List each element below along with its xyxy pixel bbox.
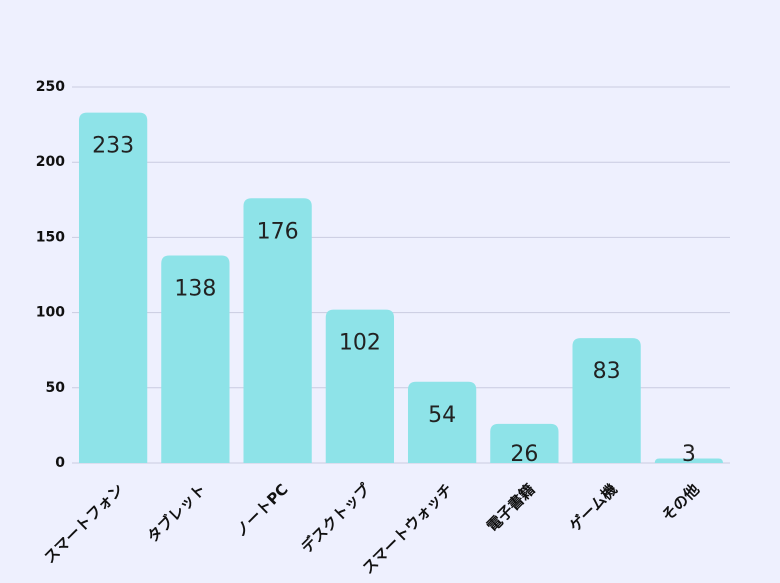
bar xyxy=(407,381,477,463)
value-label: 102 xyxy=(339,331,381,356)
value-label: 26 xyxy=(510,442,538,467)
value-label: 3 xyxy=(682,442,696,467)
x-tick-label: ゲーム機 xyxy=(566,480,621,535)
value-label: 83 xyxy=(593,359,621,384)
value-label: 176 xyxy=(257,219,299,244)
bar xyxy=(161,255,230,463)
x-tick-label: デスクトップ xyxy=(298,480,375,557)
y-tick-label: 100 xyxy=(36,305,65,321)
y-tick-label: 50 xyxy=(46,380,66,396)
bar xyxy=(572,338,641,463)
value-label: 54 xyxy=(428,403,456,428)
bar xyxy=(654,458,724,463)
x-tick-label: 電子書籍 xyxy=(483,480,538,535)
bar xyxy=(325,309,395,463)
y-tick-label: 200 xyxy=(36,154,65,170)
bar xyxy=(78,112,148,464)
x-tick-label: スマートフォン xyxy=(40,480,127,567)
bar xyxy=(243,198,312,463)
x-tick-label: タブレット xyxy=(144,480,210,546)
y-tick-label: 250 xyxy=(36,79,65,95)
y-tick-label: 0 xyxy=(55,455,65,471)
x-tick-label: スマートウォッチ xyxy=(359,480,456,577)
y-tick-label: 150 xyxy=(36,229,65,245)
x-tick-label: ノートPC xyxy=(232,480,292,540)
x-tick-label: その他 xyxy=(658,480,703,525)
value-label: 233 xyxy=(92,134,134,159)
bar xyxy=(490,423,559,463)
value-label: 138 xyxy=(174,276,216,301)
